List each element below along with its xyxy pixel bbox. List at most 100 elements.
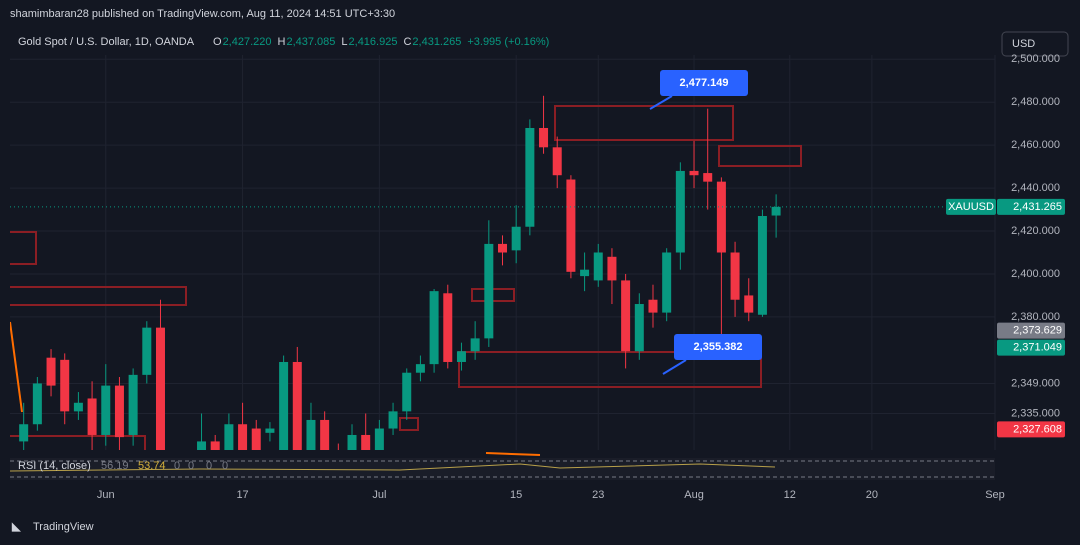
candle-body [675,170,685,253]
candle-body [265,428,275,433]
price-label-box [997,198,1065,215]
ohlc-key: C [403,36,411,48]
y-tick-label: 2,349.000 [1011,377,1060,389]
candle-body [87,398,97,435]
rsi-line [9,463,776,472]
candle-body [306,419,316,450]
ohlc-key: H [278,36,286,48]
y-tick-label: 2,420.000 [1011,225,1060,237]
ohlc-key: L [341,36,347,48]
candle-body [128,374,138,435]
price-label-box [997,421,1065,438]
currency-button[interactable] [1001,31,1069,57]
callout-text: 2,355.382 [694,341,743,353]
price-label: 2,327.608 [1013,423,1062,435]
candle-body [238,424,248,450]
candle-body [552,147,562,176]
candle-body [621,280,631,352]
candle-body [347,434,357,450]
divergence-line [485,452,541,456]
candle-body [498,243,507,253]
x-tick-label: Sep [985,489,1005,501]
change: +3.995 (+0.16%) [467,36,549,48]
candle-body [101,385,111,435]
x-tick-label: 23 [592,489,604,501]
candle-body [415,364,425,373]
footer: TradingView [33,521,94,533]
drawings [10,105,802,450]
price-label: 2,371.049 [1013,341,1062,353]
candle-body [730,252,740,300]
rsi-value: 56.19 [101,460,129,472]
rsi-value: 0 [188,460,194,472]
y-tick-label: 2,380.000 [1011,311,1060,323]
candle-body [470,338,480,352]
rsi-value: 0 [174,460,180,472]
candle-body [429,291,439,365]
candle-body [484,243,494,339]
candle-body [279,361,289,450]
x-tick-label: Jun [97,489,115,501]
candle-body [73,402,83,412]
candle-body [662,252,672,313]
x-tick-label: Aug [684,489,704,501]
y-tick-label: 2,335.000 [1011,407,1060,419]
candle-body [46,357,56,386]
price-label-box [997,339,1065,356]
rsi-label: RSI (14, close) [18,460,91,472]
x-tick-label: 15 [510,489,522,501]
candle-body [224,424,234,450]
x-tick-label: Jul [372,489,386,501]
candle-body [402,372,412,412]
candle-body [689,170,699,176]
candle-body [566,179,576,272]
rsi-value: 53.74 [138,460,166,472]
price-label-box [997,322,1065,339]
ohlc-value: 2,416.925 [349,36,398,48]
callout [660,70,748,96]
ohlc-value: 2,427.220 [223,36,272,48]
candle-body [593,252,603,281]
callout-text: 2,477.149 [680,77,729,89]
symbol-box [946,198,996,215]
currency: USD [1012,38,1035,50]
candle-body [634,304,644,352]
x-tick-label: 17 [236,489,248,501]
candle-body [648,299,658,313]
candle-body [142,327,152,375]
candle-body [320,419,330,450]
candle-body [744,295,754,313]
ohlc-value: 2,437.085 [286,36,335,48]
callout [674,334,762,360]
price-label: 2,373.629 [1013,324,1062,336]
candle-body [292,361,302,450]
candle-body [374,428,384,450]
candle-body [771,206,781,216]
rsi-value: 0 [222,460,228,472]
x-tick-label: 20 [866,489,878,501]
candle-body [511,226,521,251]
candle-body [443,293,453,362]
candle-body [155,327,165,450]
price-label: 2,431.265 [1013,201,1062,213]
chart-title: Gold Spot / U.S. Dollar, 1D, OANDA [18,36,195,48]
candle-body [456,351,466,362]
candle-body [716,181,726,253]
y-tick-label: 2,440.000 [1011,182,1060,194]
candle-body [580,269,590,277]
y-tick-label: 2,400.000 [1011,268,1060,280]
y-tick-label: 2,460.000 [1011,139,1060,151]
candle-body [388,411,398,429]
candle-body [539,127,549,148]
candle-body [251,428,261,450]
rsi-pane [10,458,995,480]
candle-body [525,127,535,227]
rsi-value: 0 [206,460,212,472]
candle-body [32,383,42,425]
candle-body [114,385,124,438]
candle-body [607,256,617,281]
ohlc-value: 2,431.265 [412,36,461,48]
y-tick-label: 2,480.000 [1011,96,1060,108]
candle-body [197,441,207,450]
